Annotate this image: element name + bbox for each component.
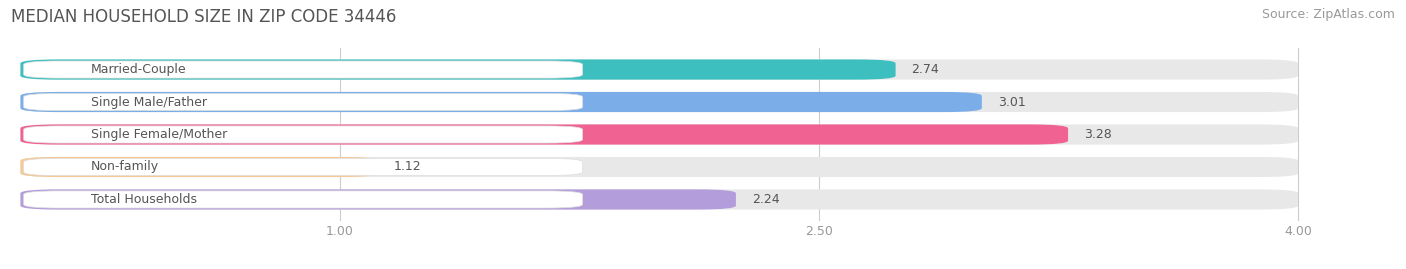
Text: MEDIAN HOUSEHOLD SIZE IN ZIP CODE 34446: MEDIAN HOUSEHOLD SIZE IN ZIP CODE 34446: [11, 8, 396, 26]
FancyBboxPatch shape: [21, 125, 1298, 144]
Text: Total Households: Total Households: [91, 193, 197, 206]
Text: Single Male/Father: Single Male/Father: [91, 95, 207, 108]
Text: 2.74: 2.74: [911, 63, 939, 76]
Text: Married-Couple: Married-Couple: [91, 63, 187, 76]
FancyBboxPatch shape: [24, 61, 582, 78]
Text: Non-family: Non-family: [91, 161, 159, 174]
Text: 1.12: 1.12: [394, 161, 422, 174]
Text: Single Female/Mother: Single Female/Mother: [91, 128, 226, 141]
FancyBboxPatch shape: [21, 157, 1298, 177]
FancyBboxPatch shape: [21, 59, 896, 80]
Text: 3.01: 3.01: [998, 95, 1025, 108]
FancyBboxPatch shape: [21, 92, 981, 112]
FancyBboxPatch shape: [21, 59, 1298, 80]
FancyBboxPatch shape: [21, 189, 735, 210]
FancyBboxPatch shape: [21, 189, 1298, 210]
Text: 2.24: 2.24: [752, 193, 779, 206]
FancyBboxPatch shape: [24, 191, 582, 208]
FancyBboxPatch shape: [24, 158, 582, 176]
FancyBboxPatch shape: [24, 126, 582, 143]
FancyBboxPatch shape: [21, 125, 1069, 144]
FancyBboxPatch shape: [21, 92, 1298, 112]
Text: Source: ZipAtlas.com: Source: ZipAtlas.com: [1261, 8, 1395, 21]
Text: 3.28: 3.28: [1084, 128, 1112, 141]
FancyBboxPatch shape: [24, 93, 582, 111]
FancyBboxPatch shape: [21, 157, 378, 177]
